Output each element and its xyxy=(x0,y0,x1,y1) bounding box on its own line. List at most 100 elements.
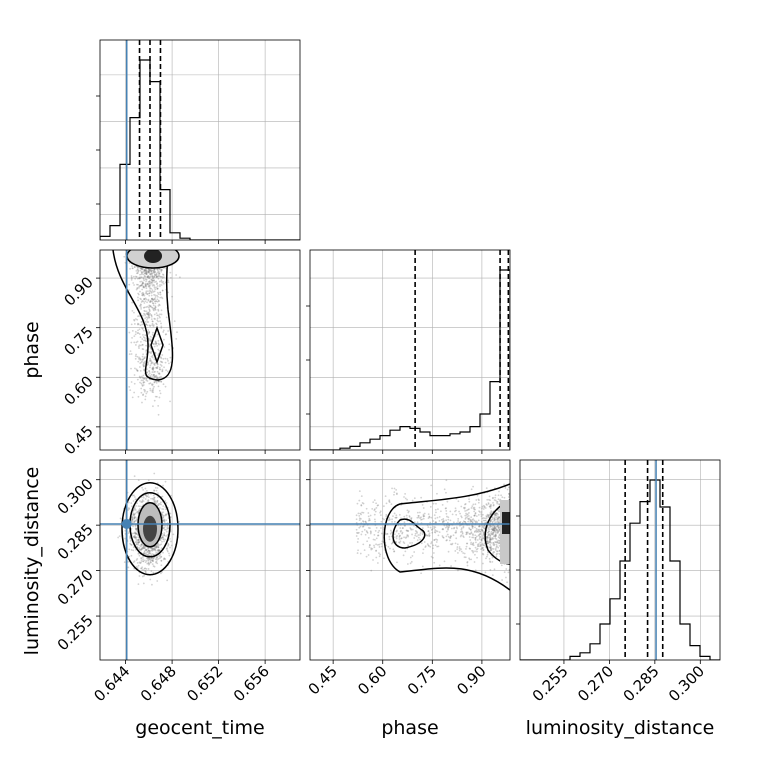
sample-point xyxy=(440,510,442,513)
sample-point xyxy=(147,559,150,562)
sample-point xyxy=(478,536,481,538)
sample-point xyxy=(133,266,136,269)
sample-point xyxy=(147,270,150,273)
sample-point xyxy=(139,273,141,276)
sample-point xyxy=(141,294,143,297)
sample-point xyxy=(155,283,158,286)
sample-point xyxy=(157,385,160,388)
sample-point xyxy=(154,306,157,309)
sample-point xyxy=(133,513,135,516)
sample-point xyxy=(449,519,452,522)
sample-point xyxy=(154,361,157,364)
sample-point xyxy=(154,547,157,550)
sample-point xyxy=(150,269,153,272)
sample-point xyxy=(155,276,158,279)
sample-point xyxy=(155,557,158,560)
sample-point xyxy=(436,492,438,495)
sample-point xyxy=(151,298,154,301)
sample-point xyxy=(398,535,401,537)
sample-point xyxy=(169,546,171,549)
sample-point xyxy=(161,354,164,356)
sample-point xyxy=(159,363,162,366)
sample-point xyxy=(472,485,474,488)
sample-point xyxy=(159,285,161,288)
sample-point xyxy=(133,536,135,539)
sample-point xyxy=(148,331,151,334)
sample-point xyxy=(158,550,160,552)
sample-point xyxy=(464,503,467,505)
sample-point xyxy=(152,498,155,501)
sample-point xyxy=(494,521,497,524)
sample-point xyxy=(393,536,396,539)
sample-point xyxy=(151,558,154,561)
sample-point xyxy=(478,525,481,528)
sample-point xyxy=(161,289,164,292)
sample-point xyxy=(141,501,144,504)
sample-point xyxy=(421,527,424,530)
sample-point xyxy=(488,505,491,508)
sample-point xyxy=(146,276,149,278)
sample-point xyxy=(168,537,171,540)
sample-point xyxy=(493,527,496,530)
sample-point xyxy=(379,553,382,556)
sample-point xyxy=(427,526,430,529)
sample-point xyxy=(163,557,166,560)
sample-point xyxy=(137,511,140,514)
sample-point xyxy=(422,507,425,509)
sample-point xyxy=(365,530,368,532)
sample-point xyxy=(378,552,380,555)
sample-point xyxy=(148,557,150,560)
sample-point xyxy=(158,268,161,270)
sample-point xyxy=(145,377,147,380)
sample-point xyxy=(166,524,169,527)
sample-point xyxy=(144,278,147,281)
sample-point xyxy=(386,532,388,535)
y-tick-label: 0.255 xyxy=(54,611,97,654)
sample-point xyxy=(138,540,141,543)
sample-point xyxy=(466,542,469,545)
sample-point xyxy=(508,496,510,498)
sample-point xyxy=(395,535,398,538)
sample-point xyxy=(391,487,393,490)
sample-point xyxy=(160,572,162,575)
sample-point xyxy=(452,534,455,537)
sample-point xyxy=(137,510,140,513)
sample-point xyxy=(153,293,155,296)
sample-point xyxy=(447,535,450,538)
sample-point xyxy=(164,333,167,336)
sample-point xyxy=(140,557,143,560)
sample-point xyxy=(157,380,160,383)
sample-point xyxy=(399,534,401,537)
sample-point xyxy=(451,542,454,545)
sample-point xyxy=(417,534,420,536)
sample-point xyxy=(139,324,142,327)
sample-point xyxy=(141,348,144,350)
sample-point xyxy=(480,539,483,542)
panel-frame xyxy=(99,249,301,451)
sample-point xyxy=(145,494,147,497)
contour-outer xyxy=(121,482,179,576)
sample-point xyxy=(153,553,155,556)
sample-point xyxy=(154,486,157,489)
sample-point xyxy=(472,534,474,536)
sample-point xyxy=(492,531,495,534)
density-peak xyxy=(144,250,163,263)
sample-point xyxy=(370,569,373,572)
sample-point xyxy=(407,534,409,537)
sample-point xyxy=(138,561,141,564)
sample-point xyxy=(460,515,463,518)
sample-point xyxy=(145,379,148,382)
sample-point xyxy=(155,489,158,492)
sample-point xyxy=(378,529,381,532)
sample-point xyxy=(146,317,149,320)
sample-point xyxy=(486,542,489,545)
y-tick-label: 0.270 xyxy=(54,566,97,609)
sample-point xyxy=(167,545,169,547)
sample-point xyxy=(164,513,167,516)
sample-point xyxy=(141,292,143,295)
sample-point xyxy=(467,520,470,523)
sample-point xyxy=(175,337,178,340)
sample-point xyxy=(470,516,473,519)
sample-point xyxy=(157,308,160,311)
sample-point xyxy=(508,492,510,495)
